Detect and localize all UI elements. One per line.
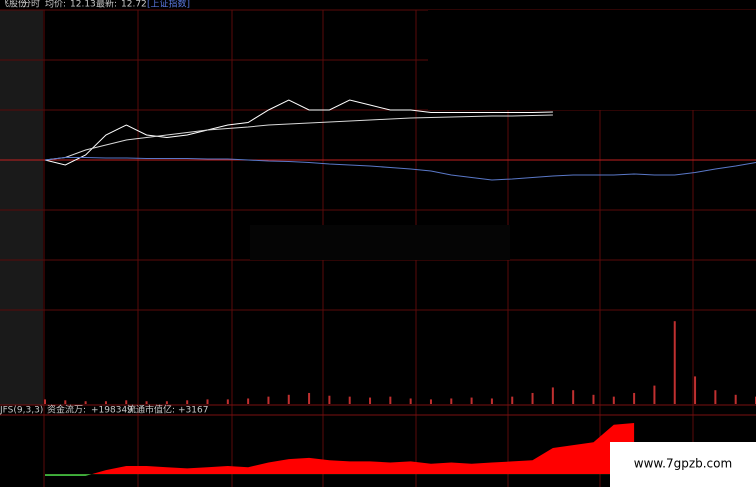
cap-value: +3167 xyxy=(178,406,208,416)
line-avg xyxy=(44,114,553,161)
flow-value: +198349 xyxy=(91,406,133,416)
volume-bar xyxy=(104,401,107,404)
last-label: 最新: xyxy=(96,0,117,10)
avg-label: 均价: xyxy=(45,0,66,10)
volume-bar xyxy=(450,398,453,404)
volume-bar xyxy=(44,399,46,404)
line-index xyxy=(44,157,756,181)
cap-label: 流通市值亿: xyxy=(127,404,175,416)
volume-bar xyxy=(186,400,189,404)
volume-bar xyxy=(206,399,209,404)
volume-bar xyxy=(551,387,554,404)
volume-bar xyxy=(592,394,595,404)
volume-bar xyxy=(409,398,412,404)
volume-bar xyxy=(572,390,575,404)
mode: 分时 xyxy=(22,0,40,10)
volume-bar xyxy=(673,321,676,404)
watermark-box xyxy=(610,442,756,487)
volume-bar xyxy=(165,401,168,404)
last-value: 12.72 xyxy=(121,0,147,10)
avg-value: 12.13 xyxy=(70,0,96,10)
stock-name: 飞股份 xyxy=(0,0,27,10)
watermark: www.7gpzb.com xyxy=(634,457,732,471)
volume-bar xyxy=(694,376,697,404)
index-name: [上证指数] xyxy=(147,0,190,10)
volume-bar xyxy=(369,397,372,404)
volume-bar xyxy=(84,401,87,404)
volume-bar xyxy=(267,396,270,404)
volume-bar xyxy=(612,396,615,404)
volume-bar xyxy=(328,395,331,404)
volume-bar xyxy=(145,401,148,404)
volume-bar xyxy=(287,394,290,404)
volume-bar xyxy=(308,392,311,404)
volume-bar xyxy=(653,385,656,404)
volume-bar xyxy=(490,398,493,404)
volume-bar xyxy=(226,399,229,404)
flow-area-positive xyxy=(91,423,635,475)
volume-bar xyxy=(64,400,67,404)
indicator-name: JFS(9,3,3) xyxy=(0,406,43,416)
volume-bar xyxy=(429,399,432,404)
volume-bar xyxy=(531,392,534,404)
volume-bar xyxy=(247,398,250,404)
line-price xyxy=(44,99,553,166)
volume-bar xyxy=(714,390,717,404)
volume-bar xyxy=(734,394,737,404)
volume-bar xyxy=(389,396,392,404)
volume-bar xyxy=(348,396,351,404)
volume-bar xyxy=(470,397,473,404)
volume-bar xyxy=(511,396,514,404)
flow-label: 资金流万: xyxy=(47,404,86,416)
redaction xyxy=(250,225,510,260)
pre-market-strip xyxy=(0,10,43,405)
redaction xyxy=(428,10,756,110)
volume-bar xyxy=(633,392,636,404)
volume-bar xyxy=(125,400,128,404)
